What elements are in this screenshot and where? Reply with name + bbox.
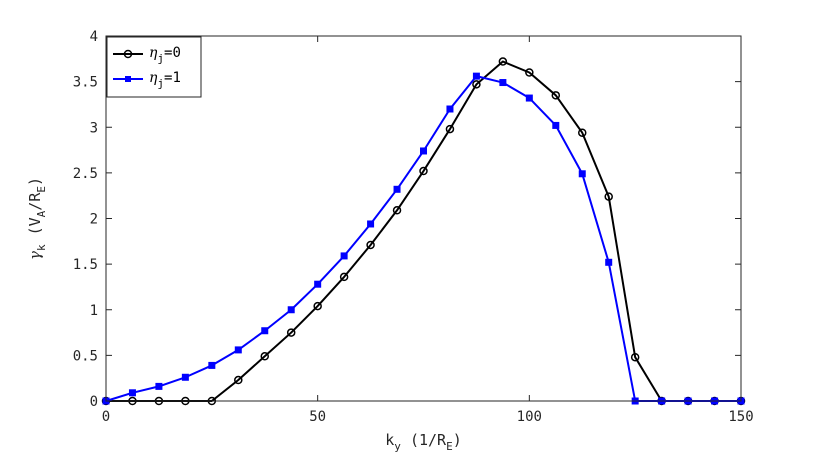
y-tick-label: 0.5 xyxy=(73,348,98,364)
y-tick-label: 2 xyxy=(90,212,98,228)
data-point xyxy=(445,124,455,134)
y-tick-label: 4 xyxy=(90,29,98,45)
y-tick-label: 1.5 xyxy=(73,257,98,273)
x-tick-label: 100 xyxy=(517,409,542,425)
legend-item-1: ηj=1 xyxy=(113,70,181,90)
data-point xyxy=(551,91,561,100)
x-axis-label-sub2: E xyxy=(446,440,453,453)
x-axis: 0 50 100 150 xyxy=(102,36,754,425)
data-point xyxy=(472,80,481,89)
data-point xyxy=(287,306,295,314)
y-axis-label-sub2: A xyxy=(35,210,48,217)
data-point xyxy=(446,105,454,113)
data-point xyxy=(578,128,587,137)
x-tick-label: 150 xyxy=(728,409,753,425)
legend-marker xyxy=(123,49,133,59)
data-point xyxy=(286,328,296,337)
y-axis-label: γk (VA/RE) xyxy=(26,177,48,260)
data-point xyxy=(630,352,640,362)
legend: ηj=0 ηj=1 xyxy=(106,36,202,98)
data-point xyxy=(208,361,216,369)
x-tick-label: 50 xyxy=(309,409,326,425)
data-point xyxy=(525,68,534,77)
data-point xyxy=(392,206,402,215)
data-point xyxy=(155,382,163,390)
y-axis-label-sub3: E xyxy=(35,186,48,193)
data-point xyxy=(181,373,189,381)
y-axis-label-mid: /R xyxy=(26,192,44,211)
data-point xyxy=(420,147,427,155)
data-point xyxy=(552,121,560,129)
data-point xyxy=(339,272,349,282)
y-tick-label: 2.5 xyxy=(73,166,98,182)
y-tick-label: 0 xyxy=(90,394,98,410)
y-tick-label: 1 xyxy=(90,303,98,319)
y-tick-label: 3.5 xyxy=(73,75,98,91)
data-point xyxy=(234,346,242,354)
x-axis-label-close: ) xyxy=(453,431,462,449)
x-axis-label: ky (1/RE) xyxy=(385,431,461,453)
data-point xyxy=(498,57,508,66)
data-point xyxy=(260,352,269,361)
legend-label: ηj=0 xyxy=(149,45,181,65)
data-point xyxy=(340,252,348,260)
data-point xyxy=(234,375,243,385)
data-point xyxy=(393,185,401,193)
legend-item-0: ηj=0 xyxy=(113,45,181,65)
data-point xyxy=(313,301,322,311)
legend-marker xyxy=(125,76,131,82)
plot-background xyxy=(106,36,741,401)
x-axis-label-main: k xyxy=(385,431,394,449)
x-axis-label-rest: (1/R xyxy=(401,431,447,449)
legend-box xyxy=(106,36,202,98)
data-point xyxy=(472,72,480,80)
y-axis: 0 0.5 1 1.5 2 2.5 3 3.5 4 xyxy=(73,29,741,410)
data-point xyxy=(419,166,428,176)
y-axis-label-sub: k xyxy=(35,244,48,251)
x-axis-label-sub: y xyxy=(394,440,401,453)
data-point xyxy=(605,258,613,266)
data-point xyxy=(261,327,269,335)
x-tick-label: 0 xyxy=(102,409,110,425)
data-point xyxy=(525,94,533,102)
data-point xyxy=(128,389,136,397)
y-axis-label-rest: (V xyxy=(26,217,44,244)
y-axis-label-main: γ xyxy=(26,251,44,260)
legend-label: ηj=1 xyxy=(149,70,181,90)
data-point xyxy=(366,240,375,250)
data-point xyxy=(499,79,507,87)
data-point xyxy=(314,280,322,288)
y-axis-label-close: ) xyxy=(26,177,44,186)
y-tick-label: 3 xyxy=(90,120,98,136)
plot-area xyxy=(101,35,746,406)
data-point xyxy=(578,170,586,178)
data-point xyxy=(604,192,613,201)
data-point xyxy=(367,220,375,228)
